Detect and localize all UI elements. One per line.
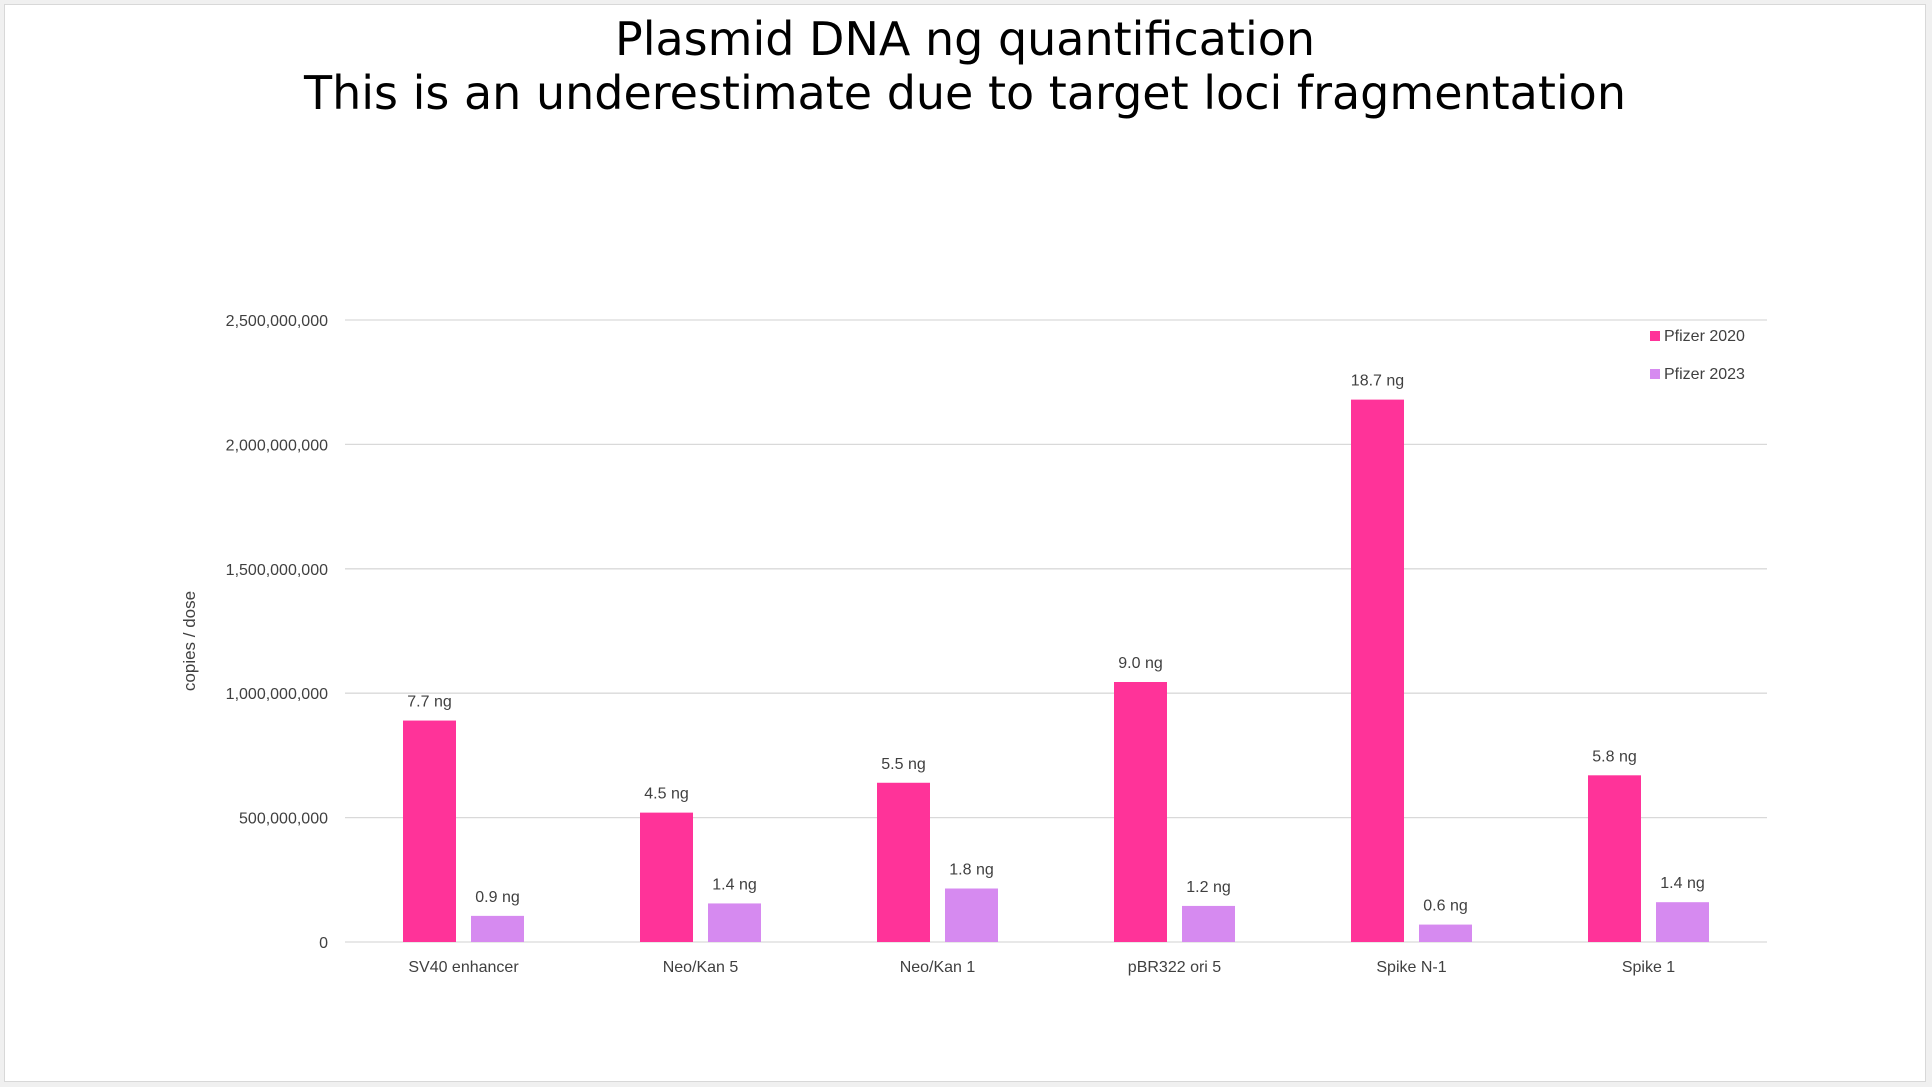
- x-category-label: pBR322 ori 5: [1128, 959, 1221, 976]
- y-tick-label: 2,500,000,000: [226, 313, 328, 330]
- data-label: 0.9 ng: [475, 889, 519, 906]
- data-label: 9.0 ng: [1118, 655, 1162, 672]
- chart-title-line-1: Plasmid DNA ng quantification: [614, 12, 1316, 66]
- legend-label: Pfizer 2023: [1664, 366, 1745, 383]
- bar: [1182, 905, 1235, 942]
- data-label: 0.6 ng: [1423, 898, 1467, 915]
- x-category-label: Spike N-1: [1376, 959, 1446, 976]
- x-category-label: SV40 enhancer: [408, 959, 519, 976]
- bar: [1114, 682, 1167, 942]
- data-label: 1.4 ng: [1660, 875, 1704, 892]
- data-label: 5.8 ng: [1592, 748, 1636, 765]
- data-label: 1.2 ng: [1186, 879, 1230, 896]
- y-axis-title: copies / dose: [180, 591, 199, 691]
- bar: [471, 915, 524, 942]
- bar: [403, 720, 456, 942]
- bar: [708, 903, 761, 942]
- data-label: 7.7 ng: [407, 694, 451, 711]
- y-tick-label: 1,500,000,000: [226, 562, 328, 579]
- y-tick-label: 1,000,000,000: [226, 686, 328, 703]
- y-tick-label: 500,000,000: [239, 811, 328, 828]
- legend-swatch: [1650, 369, 1660, 379]
- y-tick-label: 2,000,000,000: [226, 437, 328, 454]
- data-label: 1.8 ng: [949, 862, 993, 879]
- y-tick-label: 0: [319, 935, 328, 952]
- x-category-label: Spike 1: [1622, 959, 1675, 976]
- bar: [640, 812, 693, 942]
- bar: [877, 782, 930, 942]
- bar: [1588, 775, 1641, 942]
- data-label: 18.7 ng: [1351, 373, 1404, 390]
- data-label: 1.4 ng: [712, 876, 756, 893]
- x-category-label: Neo/Kan 5: [663, 959, 739, 976]
- legend-label: Pfizer 2020: [1664, 328, 1745, 345]
- legend-swatch: [1650, 331, 1660, 341]
- bar: [945, 888, 998, 942]
- bar: [1656, 902, 1709, 942]
- data-label: 4.5 ng: [644, 786, 688, 803]
- chart-title-line-2: This is an underestimate due to target l…: [304, 66, 1626, 120]
- data-label: 5.5 ng: [881, 756, 925, 773]
- bar: [1419, 924, 1472, 942]
- bar: [1351, 399, 1404, 943]
- x-category-label: Neo/Kan 1: [900, 959, 976, 976]
